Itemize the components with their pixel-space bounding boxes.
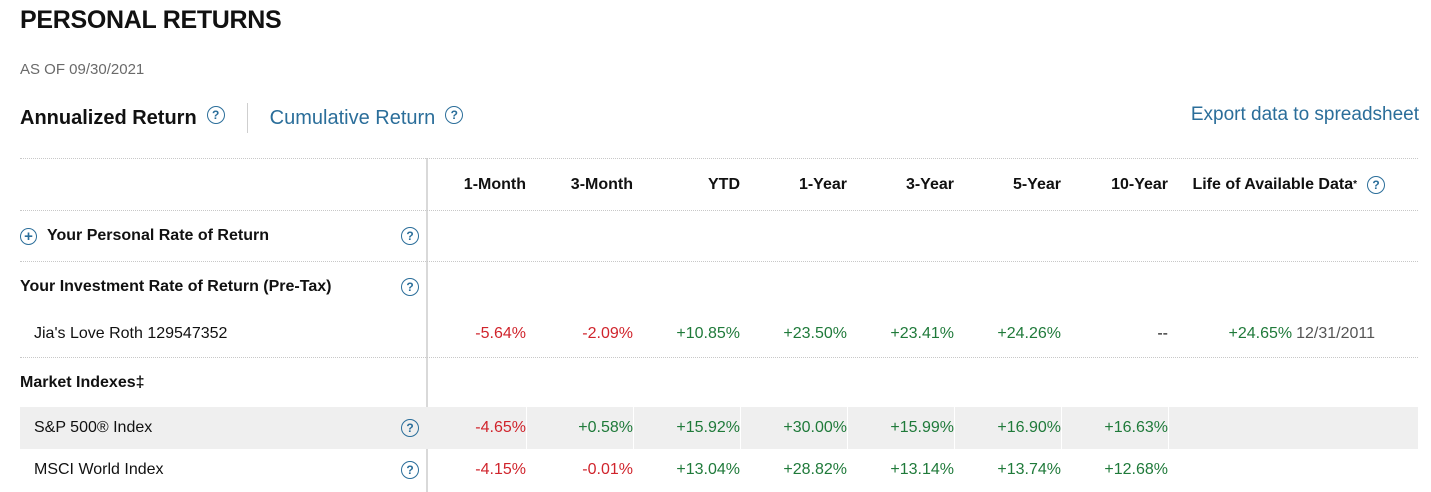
market-indexes-label: Market Indexes [20, 373, 136, 391]
account-name-cell: Jia's Love Roth 129547352 [20, 311, 426, 357]
as-of-date: AS OF 09/30/2021 [20, 61, 145, 78]
value-10-year: +16.63% [1061, 407, 1168, 449]
investment-rate-left: Your Investment Rate of Return (Pre-Tax)… [20, 262, 426, 311]
col-header-3-year: 3-Year [905, 175, 954, 193]
col-header-5-year: 5-Year [1012, 175, 1061, 193]
col-header-1-year: 1-Year [798, 175, 847, 193]
tab-annualized-return[interactable]: Annualized Return ? [20, 106, 225, 130]
market-indexes-footnote: ‡ [135, 373, 145, 391]
market-indexes-left: Market Indexes ‡ [20, 358, 426, 407]
index-name-cell: S&P 500® Index ? [20, 407, 426, 449]
return-type-tabs: Annualized Return ? Cumulative Return ? [20, 102, 464, 134]
market-indexes-row: Market Indexes ‡ [20, 357, 1418, 407]
expand-plus-icon[interactable]: + [20, 227, 37, 245]
question-circle-icon[interactable]: ? [445, 106, 464, 124]
returns-table: 1-Month 3-Month YTD 1-Year 3-Year 5-Year… [20, 158, 1418, 492]
index-name: MSCI World Index [34, 461, 164, 478]
tab-cumulative-return[interactable]: Cumulative Return ? [269, 106, 464, 130]
value-5-year: +16.90% [954, 407, 1061, 449]
value-10-year: -- [1157, 325, 1168, 342]
value-1-month: -5.64% [475, 325, 526, 342]
col-header-1-month: 1-Month [463, 175, 526, 193]
question-circle-icon[interactable]: ? [401, 419, 419, 437]
value-life-since: 12/31/2011 [1296, 325, 1375, 342]
table-row: MSCI World Index ? -4.15% -0.01% +13.04%… [20, 449, 1418, 491]
value-5-year: +13.74% [997, 461, 1061, 478]
value-3-month: -2.09% [582, 325, 633, 342]
table-row: Jia's Love Roth 129547352 -5.64% -2.09% … [20, 311, 1418, 357]
account-name[interactable]: Jia's Love Roth 129547352 [34, 325, 228, 342]
header-left-blank [20, 159, 426, 210]
question-circle-icon[interactable]: ? [1367, 175, 1385, 194]
question-circle-icon[interactable]: ? [206, 106, 225, 124]
question-circle-icon[interactable]: ? [401, 461, 419, 479]
value-life [1168, 407, 1397, 449]
value-1-month: -4.65% [475, 419, 526, 436]
value-ytd: +15.92% [633, 407, 740, 449]
page-title: PERSONAL RETURNS [20, 6, 282, 34]
value-3-month: +0.58% [526, 407, 633, 449]
investment-rate-row: Your Investment Rate of Return (Pre-Tax)… [20, 261, 1418, 311]
col-header-life: Life of Available Data * ? [1168, 159, 1397, 210]
personal-rate-label: Your Personal Rate of Return [47, 227, 269, 244]
value-3-year: +13.14% [890, 461, 954, 478]
investment-rate-label: Your Investment Rate of Return (Pre-Tax) [20, 277, 332, 295]
table-row: S&P 500® Index ? -4.65% +0.58% +15.92% +… [20, 407, 1418, 449]
value-10-year: +12.68% [1104, 461, 1168, 478]
life-footnote: * [1353, 179, 1357, 190]
value-3-year: +23.41% [890, 325, 954, 342]
col-header-3-month: 3-Month [570, 175, 633, 193]
value-life: +24.65% 12/31/2011 [1168, 311, 1397, 357]
col-header-life-label: Life of Available Data [1192, 175, 1354, 193]
export-spreadsheet-link[interactable]: Export data to spreadsheet [1190, 104, 1419, 125]
table-header-row: 1-Month 3-Month YTD 1-Year 3-Year 5-Year… [20, 158, 1418, 210]
personal-rate-left: + Your Personal Rate of Return ? [20, 211, 426, 261]
question-circle-icon[interactable]: ? [401, 227, 419, 245]
col-header-ytd: YTD [708, 175, 740, 193]
col-header-10-year: 10-Year [1111, 175, 1168, 193]
personal-rate-row: + Your Personal Rate of Return ? [20, 210, 1418, 261]
value-ytd: +10.85% [676, 325, 740, 342]
tab-cumulative-label: Cumulative Return [269, 106, 436, 129]
value-1-month: -4.15% [475, 461, 526, 478]
column-divider [426, 158, 428, 492]
tab-annualized-label: Annualized Return [20, 106, 197, 129]
index-name: S&P 500® Index [34, 419, 153, 436]
question-circle-icon[interactable]: ? [401, 277, 419, 296]
value-3-year: +15.99% [847, 407, 954, 449]
value-3-month: -0.01% [582, 461, 633, 478]
value-1-year: +23.50% [783, 325, 847, 342]
value-1-year: +28.82% [783, 461, 847, 478]
value-1-year: +30.00% [740, 407, 847, 449]
tab-divider [246, 103, 248, 133]
value-life [1168, 449, 1397, 491]
value-ytd: +13.04% [676, 461, 740, 478]
value-life-return: +24.65% [1228, 325, 1293, 342]
value-5-year: +24.26% [997, 325, 1061, 342]
index-name-cell: MSCI World Index ? [20, 449, 426, 491]
